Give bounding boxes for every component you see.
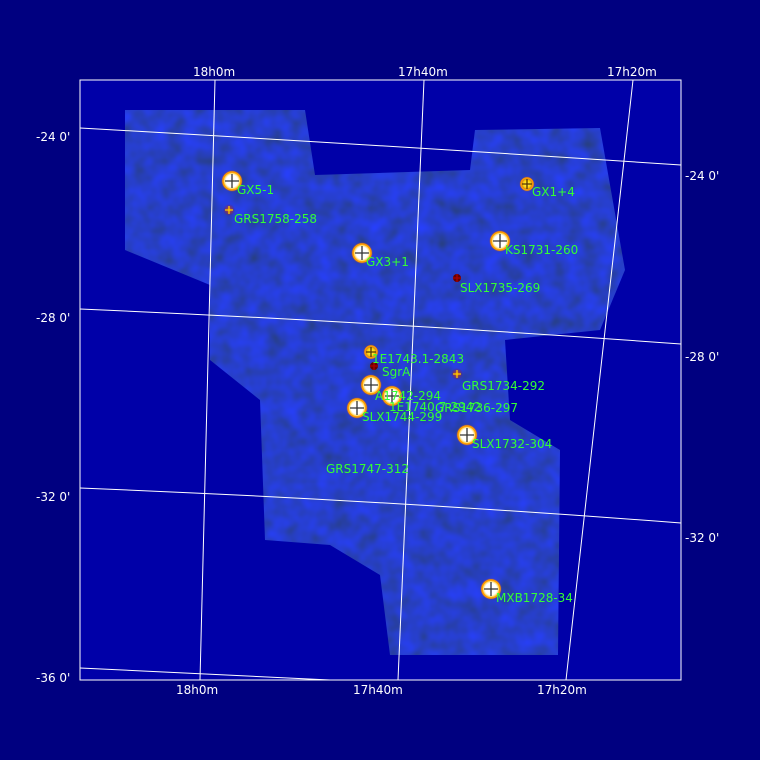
source-marker[interactable] [351,242,373,264]
source-marker[interactable] [381,385,403,407]
source-label-sgra[interactable]: SgrA [382,365,411,379]
source-label-mxb1728-34[interactable]: MXB1728-34 [496,591,573,605]
source-marker[interactable] [489,230,511,252]
source-label-slx1744-299[interactable]: SLX1744-299 [362,410,443,424]
source-marker[interactable] [370,362,378,370]
source-marker[interactable] [480,578,502,600]
source-label-1e1743[interactable]: 1E1743.1-2843 [372,352,465,366]
ra-bottom-tick: 18h0m [176,683,219,697]
coordinate-grid [79,79,682,681]
source-label-gx3-1[interactable]: GX3+1 [366,255,409,269]
dec-left-tick: -36 0' [36,671,71,685]
source-markers [221,170,535,600]
source-marker[interactable] [453,274,461,282]
ra-top-tick: 17h20m [607,65,657,79]
source-label-ks1731-260[interactable]: KS1731-260 [505,243,579,257]
source-label-slx1735-269[interactable]: SLX1735-269 [460,281,541,295]
source-marker[interactable] [519,176,535,192]
source-marker[interactable] [451,368,463,380]
ra-top-tick: 18h0m [193,65,236,79]
ra-bottom-tick: 17h40m [353,683,403,697]
ra-bottom-tick: 17h20m [537,683,587,697]
source-label-gx5-1[interactable]: GX5-1 [237,183,275,197]
source-marker[interactable] [221,170,243,192]
source-label-a1742-294[interactable]: A1742-294 [375,389,441,403]
source-label-grs1734-292[interactable]: GRS1734-292 [462,379,546,393]
source-marker[interactable] [456,424,478,446]
dec-right-tick: -24 0' [685,169,720,183]
dec-right-tick: -32 0' [685,531,720,545]
source-label-slx1732-304[interactable]: SLX1732-304 [472,437,553,451]
dec-right-tick: -28 0' [685,350,720,364]
source-marker[interactable] [223,204,235,216]
source-marker[interactable] [363,344,379,360]
source-label-grs1758-258[interactable]: GRS1758-258 [234,212,318,226]
dec-left-tick: -28 0' [36,311,71,325]
source-label-1e1740[interactable]: 1E1740.7-2942 [389,400,482,414]
source-label-gx1-4[interactable]: GX1+4 [532,185,575,199]
dec-left-tick: -32 0' [36,490,71,504]
source-label-grs1747-312[interactable]: GRS1747-312 [326,462,410,476]
ra-top-tick: 17h40m [398,65,448,79]
dec-left-tick: -24 0' [36,130,71,144]
source-marker[interactable] [346,397,368,419]
source-label-grs1736-297[interactable]: GRS1736-297 [435,401,519,415]
source-marker[interactable] [360,374,382,396]
